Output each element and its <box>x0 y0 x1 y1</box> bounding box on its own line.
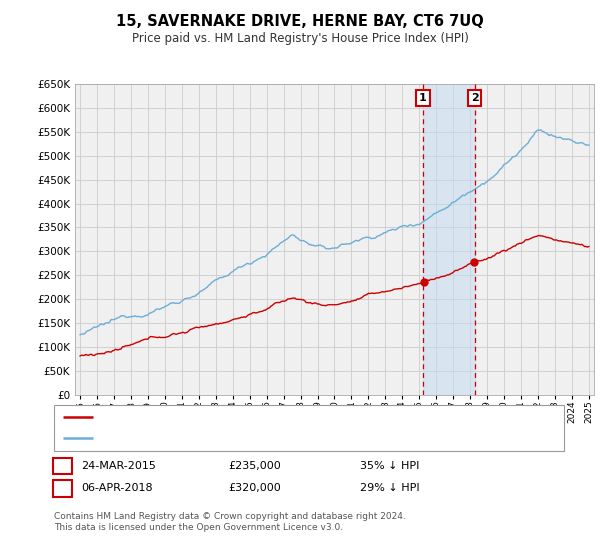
Text: 15, SAVERNAKE DRIVE, HERNE BAY, CT6 7UQ (detached house): 15, SAVERNAKE DRIVE, HERNE BAY, CT6 7UQ … <box>98 412 428 422</box>
Text: 15, SAVERNAKE DRIVE, HERNE BAY, CT6 7UQ: 15, SAVERNAKE DRIVE, HERNE BAY, CT6 7UQ <box>116 14 484 29</box>
Text: 24-MAR-2015: 24-MAR-2015 <box>81 461 156 471</box>
Text: £320,000: £320,000 <box>228 483 281 493</box>
Text: 2: 2 <box>471 93 479 103</box>
Bar <box>423 84 475 395</box>
Text: 06-APR-2018: 06-APR-2018 <box>81 483 152 493</box>
Text: £235,000: £235,000 <box>228 461 281 471</box>
Text: 1: 1 <box>419 93 427 103</box>
Text: 29% ↓ HPI: 29% ↓ HPI <box>360 483 419 493</box>
Text: Contains HM Land Registry data © Crown copyright and database right 2024.
This d: Contains HM Land Registry data © Crown c… <box>54 512 406 532</box>
Text: 35% ↓ HPI: 35% ↓ HPI <box>360 461 419 471</box>
Text: HPI: Average price, detached house, Canterbury: HPI: Average price, detached house, Cant… <box>98 433 350 444</box>
Text: 1: 1 <box>59 461 66 471</box>
Text: Price paid vs. HM Land Registry's House Price Index (HPI): Price paid vs. HM Land Registry's House … <box>131 32 469 45</box>
Text: 2: 2 <box>59 483 66 493</box>
